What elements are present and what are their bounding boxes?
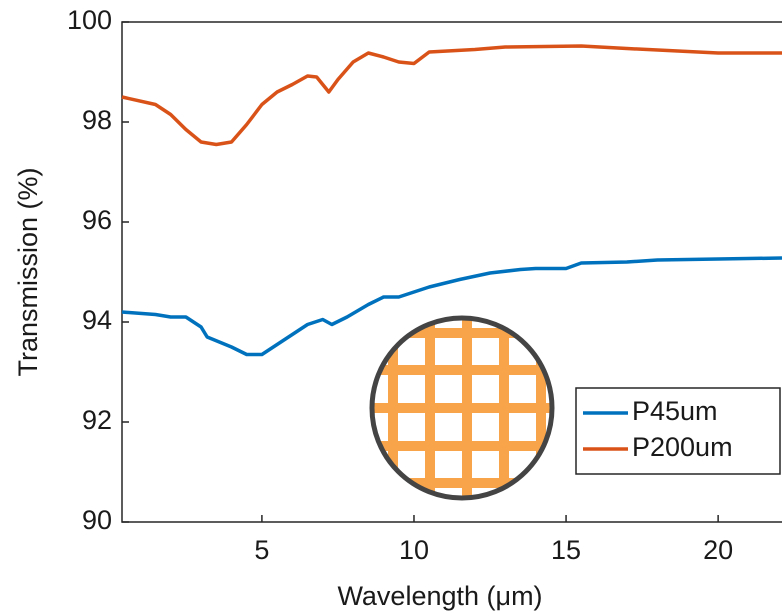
x-axis-label: Wavelength (μm): [337, 581, 542, 611]
y-tick-label: 96: [82, 205, 112, 235]
y-tick-label: 92: [82, 405, 112, 435]
y-tick-label: 90: [82, 505, 112, 535]
x-tick-label: 15: [551, 535, 581, 565]
x-tick-label: 20: [703, 535, 733, 565]
line-series: [121, 256, 782, 357]
line-series: [121, 44, 782, 147]
y-tick-label: 94: [82, 305, 112, 335]
y-tick-label: 98: [82, 105, 112, 135]
y-tick-label: 100: [67, 5, 112, 35]
inset-mesh: [369, 315, 555, 501]
legend-box: [575, 387, 781, 475]
axes-box: [121, 21, 782, 523]
x-tick-label: 10: [399, 535, 429, 565]
x-tick-label: 5: [254, 535, 269, 565]
legend: P45um P200um: [575, 387, 781, 475]
y-axis-label: Transmission (%): [13, 167, 43, 376]
legend-label: P45um: [632, 396, 718, 426]
legend-label: P200um: [632, 432, 733, 462]
